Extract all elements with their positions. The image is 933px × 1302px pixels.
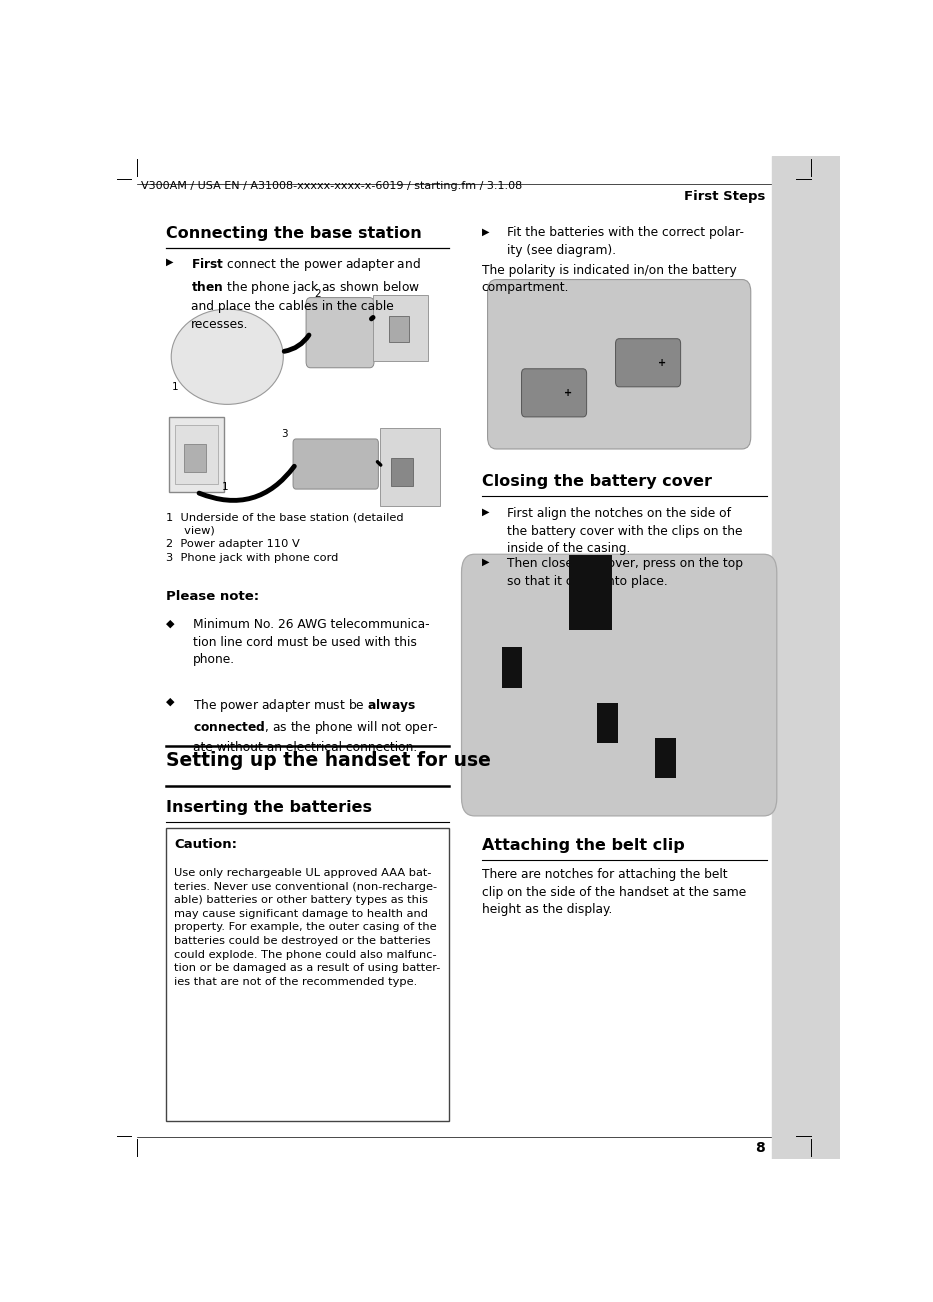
Text: Then close the cover, press on the top
so that it clicks into place.: Then close the cover, press on the top s…	[508, 557, 743, 587]
Text: ▶: ▶	[481, 557, 489, 568]
Text: Caution:: Caution:	[174, 838, 238, 852]
Text: Use only rechargeable UL approved AAA bat-
teries. Never use conventional (non-r: Use only rechargeable UL approved AAA ba…	[174, 868, 441, 987]
Text: 1  Underside of the base station (detailed
     view)
2  Power adapter 110 V
3  : 1 Underside of the base station (detaile…	[166, 512, 403, 562]
Bar	[502, 647, 522, 687]
FancyArrowPatch shape	[378, 462, 381, 465]
Text: Fit the batteries with the correct polar-
ity (see diagram).: Fit the batteries with the correct polar…	[508, 227, 745, 256]
Text: Please note:: Please note:	[166, 590, 259, 603]
FancyBboxPatch shape	[166, 828, 450, 1121]
Bar	[175, 424, 218, 484]
Text: ▶: ▶	[481, 227, 489, 237]
Bar	[772, 156, 840, 1159]
Bar	[568, 555, 612, 630]
FancyBboxPatch shape	[616, 339, 681, 387]
Text: Minimum No. 26 AWG telecommunica-
tion line cord must be used with this
phone.: Minimum No. 26 AWG telecommunica- tion l…	[193, 618, 430, 667]
Bar	[655, 738, 675, 777]
Text: $\bf{First}$ connect the power adapter and
$\bf{then}$ the phone jack as shown b: $\bf{First}$ connect the power adapter a…	[191, 256, 421, 331]
FancyBboxPatch shape	[380, 428, 439, 506]
FancyBboxPatch shape	[522, 368, 587, 417]
Text: The polarity is indicated in/on the battery
compartment.: The polarity is indicated in/on the batt…	[481, 263, 736, 294]
Bar	[184, 444, 205, 473]
Text: ▶: ▶	[481, 508, 489, 517]
Text: 3: 3	[282, 428, 288, 439]
FancyArrowPatch shape	[285, 335, 309, 352]
Text: Closing the battery cover: Closing the battery cover	[481, 474, 712, 490]
Text: Attaching the belt clip: Attaching the belt clip	[481, 838, 685, 853]
Text: First Steps: First Steps	[684, 190, 765, 203]
Text: There are notches for attaching the belt
clip on the side of the handset at the : There are notches for attaching the belt…	[481, 868, 746, 917]
FancyBboxPatch shape	[293, 439, 379, 490]
Text: Connecting the base station: Connecting the base station	[166, 227, 422, 241]
FancyArrowPatch shape	[371, 318, 373, 319]
Text: ◆: ◆	[166, 618, 174, 629]
Text: +: +	[564, 388, 573, 398]
Text: First align the notches on the side of
the battery cover with the clips on the
i: First align the notches on the side of t…	[508, 508, 743, 555]
Text: 1: 1	[172, 381, 178, 392]
Text: ▶: ▶	[166, 256, 174, 267]
Text: Inserting the batteries: Inserting the batteries	[166, 799, 371, 815]
Ellipse shape	[172, 309, 284, 405]
FancyBboxPatch shape	[306, 298, 374, 367]
Text: V300AM / USA EN / A31008-xxxxx-xxxx-x-6019 / starting.fm / 3.1.08: V300AM / USA EN / A31008-xxxxx-xxxx-x-60…	[141, 181, 522, 191]
FancyBboxPatch shape	[372, 294, 427, 361]
Bar	[170, 417, 224, 492]
Bar	[388, 315, 409, 341]
Text: 2: 2	[314, 289, 321, 298]
Text: +: +	[659, 358, 666, 367]
Text: The power adapter must be $\bf{always}$
$\bf{connected}$, as the phone will not : The power adapter must be $\bf{always}$ …	[193, 697, 439, 754]
Text: 8: 8	[756, 1141, 765, 1155]
Text: 1: 1	[222, 482, 229, 492]
Bar	[597, 703, 618, 742]
Bar	[392, 458, 413, 486]
FancyBboxPatch shape	[488, 280, 751, 449]
Text: ◆: ◆	[166, 697, 174, 707]
FancyArrowPatch shape	[199, 466, 294, 500]
Text: Setting up the handset for use: Setting up the handset for use	[166, 751, 491, 769]
FancyBboxPatch shape	[462, 555, 777, 816]
